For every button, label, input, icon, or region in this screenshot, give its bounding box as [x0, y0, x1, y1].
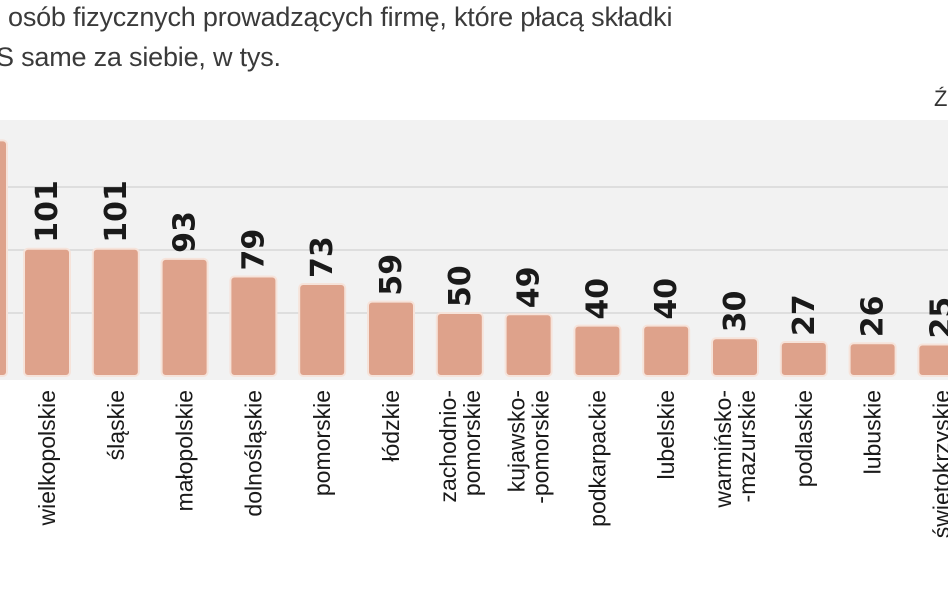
value-label: 25 — [924, 297, 948, 339]
bar — [779, 340, 828, 378]
category-label-line: wielkopolskie — [34, 390, 60, 527]
category-label: małopolskie — [172, 390, 198, 511]
category-label-line: lubelskie — [653, 390, 679, 480]
value-label: 59 — [374, 254, 409, 296]
category-label: śląskie — [103, 390, 129, 460]
value-label: 101 — [30, 180, 65, 243]
category-label: łódzkie — [378, 390, 404, 462]
category-label-line: małopolskie — [172, 390, 198, 511]
category-label-line: podkarpackie — [584, 390, 610, 527]
category-label: pomorskie — [309, 390, 335, 496]
category-label-line: dolnośląskie — [240, 390, 266, 517]
category-label-line: kujawsko- — [504, 390, 530, 492]
category-label-line: -mazurskie — [734, 390, 760, 502]
category-label-line: pomorskie — [459, 390, 485, 496]
bar-partial — [0, 139, 8, 377]
bar — [711, 337, 759, 378]
value-label: 30 — [718, 290, 753, 332]
category-label: wielkopolskie — [34, 390, 60, 527]
category-label-line: zachodnio- — [435, 390, 461, 503]
bar — [848, 342, 897, 377]
bar — [229, 275, 278, 377]
value-label: 79 — [236, 229, 271, 271]
category-label: lubelskie — [653, 390, 679, 480]
bar — [435, 312, 484, 377]
bar — [642, 324, 691, 378]
chart-title-line-1: osób fizycznych prowadzących firmę, któr… — [8, 2, 673, 32]
category-label: lubuskie — [860, 390, 886, 474]
value-label: 27 — [787, 294, 822, 336]
value-label: 101 — [99, 180, 134, 243]
category-label-line: lubuskie — [860, 390, 886, 474]
bar — [91, 247, 140, 378]
value-label: 50 — [443, 265, 478, 307]
category-label: dolnośląskie — [240, 390, 266, 517]
bar — [367, 300, 415, 377]
bar — [23, 247, 71, 378]
bar — [298, 283, 347, 377]
bar — [917, 343, 948, 377]
category-label: podkarpackie — [584, 390, 610, 527]
chart-title-line-2: S same za siebie, w tys. — [0, 42, 281, 72]
category-label-line: łódzkie — [378, 390, 404, 462]
value-label: 73 — [305, 236, 340, 278]
source-label-fragment: Ź — [934, 86, 948, 111]
bar — [573, 324, 622, 378]
category-label-line: śląskie — [103, 390, 129, 460]
bar — [504, 313, 553, 378]
category-label-line: pomorskie — [309, 390, 335, 496]
category-label-line: -pomorskie — [528, 390, 554, 504]
value-label: 40 — [649, 278, 684, 320]
value-label: 40 — [580, 278, 615, 320]
category-label-line: podlaskie — [791, 390, 817, 487]
category-label-line: warmińsko- — [710, 390, 736, 509]
category-label: zachodnio-pomorskie — [435, 390, 485, 503]
category-label: warmińsko--mazurskie — [710, 390, 760, 509]
bar — [160, 257, 209, 378]
category-label: świętokrzyskie — [928, 390, 948, 538]
category-label: podlaskie — [791, 390, 817, 487]
value-label: 26 — [856, 295, 891, 337]
category-label: kujawsko--pomorskie — [504, 390, 554, 504]
category-label-line: świętokrzyskie — [928, 390, 948, 538]
value-label: 49 — [512, 267, 547, 309]
value-label: 93 — [168, 211, 203, 253]
